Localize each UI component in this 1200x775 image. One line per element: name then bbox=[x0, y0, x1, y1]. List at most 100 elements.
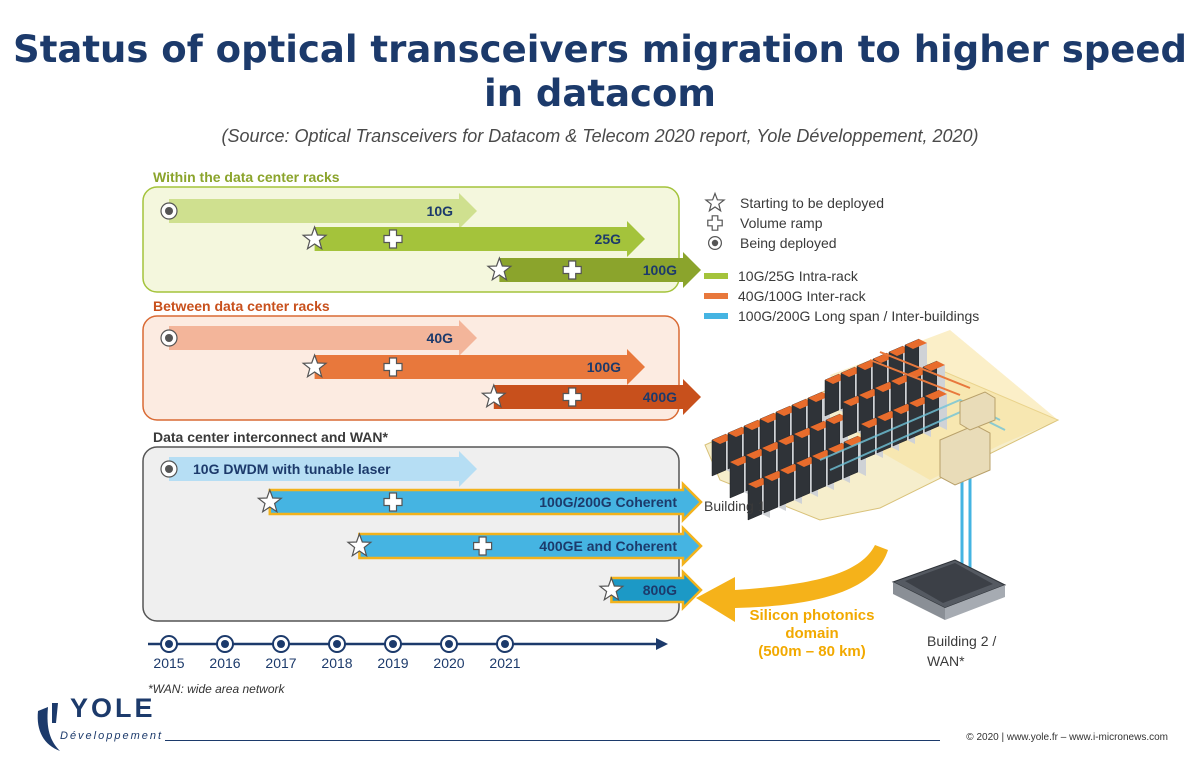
arrow-40g: 40G bbox=[160, 320, 477, 356]
arrow-shape bbox=[314, 221, 645, 257]
plus-marker-icon bbox=[562, 387, 582, 407]
arrow-label: 10G bbox=[427, 203, 454, 219]
star-marker-icon bbox=[480, 383, 507, 409]
timeline-year-label: 2019 bbox=[377, 655, 408, 671]
section-title-wan: Data center interconnect and WAN* bbox=[153, 429, 388, 445]
timeline-year-label: 2018 bbox=[321, 655, 352, 671]
arrow-shape bbox=[268, 480, 703, 524]
legend-line-label: 10G/25G Intra-rack bbox=[738, 268, 859, 284]
server-rack-top bbox=[923, 361, 945, 371]
silicon-photonics-arrow bbox=[696, 545, 888, 622]
star-marker-icon bbox=[346, 532, 373, 558]
arrow-shape bbox=[358, 524, 703, 568]
server-rack-top bbox=[925, 390, 947, 400]
legend: Starting to be deployed Volume ramp Being … bbox=[704, 191, 979, 324]
building2-label-line2: WAN* bbox=[927, 653, 965, 669]
arrow-400g: 400G bbox=[480, 379, 701, 415]
arrow-shape bbox=[499, 252, 701, 288]
being-deployed-dot-icon bbox=[165, 207, 173, 215]
arrow-shape bbox=[169, 320, 477, 356]
section-title-racks: Within the data center racks bbox=[153, 169, 340, 185]
plus-marker-icon bbox=[473, 536, 493, 556]
being-deployed-dot-icon bbox=[711, 239, 719, 247]
page-title: Status of optical transceivers migration… bbox=[13, 28, 1187, 115]
yole-logo-sub: Développement bbox=[60, 730, 164, 742]
star-marker-icon bbox=[704, 191, 726, 213]
building2-label-line1: Building 2 / bbox=[927, 633, 996, 649]
legend-line-label: 100G/200G Long span / Inter-buildings bbox=[738, 308, 979, 324]
arrow-100g: 100G bbox=[486, 252, 701, 288]
timeline-dot-inner-2017 bbox=[277, 640, 285, 648]
timeline-dot-inner-2018 bbox=[333, 640, 341, 648]
timeline-year-label: 2017 bbox=[265, 655, 296, 671]
arrow-label: 40G bbox=[427, 330, 454, 346]
timeline-dot-inner-2015 bbox=[165, 640, 173, 648]
arrow-label: 800G bbox=[643, 582, 677, 598]
building2-front bbox=[893, 582, 945, 620]
arrow-shape bbox=[314, 349, 645, 385]
arrow-shape bbox=[610, 568, 703, 612]
arrow-label: 100G/200G Coherent bbox=[539, 494, 677, 510]
building2-screen bbox=[905, 563, 993, 603]
plus-marker-icon bbox=[383, 357, 403, 377]
arrow-label: 100G bbox=[643, 262, 677, 278]
legend-marker-label: Volume ramp bbox=[740, 215, 823, 231]
timeline-dot-inner-2019 bbox=[389, 640, 397, 648]
wan-footnote: *WAN: wide area network bbox=[148, 682, 285, 696]
timeline-dot-inner-2021 bbox=[501, 640, 509, 648]
legend-line-swatch bbox=[704, 293, 728, 299]
arrow-800g: 800G bbox=[598, 568, 703, 612]
timeline-arrowhead bbox=[656, 638, 668, 650]
server-rack-top bbox=[826, 414, 848, 424]
datacenter-illustration: Building 1 Building 2 / WAN* Silicon pho… bbox=[696, 330, 1060, 669]
arrow-label: 25G bbox=[595, 231, 622, 247]
building1-label: Building 1 bbox=[704, 498, 766, 514]
arrow-100g: 100G bbox=[301, 349, 645, 385]
edge-switch bbox=[959, 391, 996, 431]
being-deployed-dot-icon bbox=[165, 334, 173, 342]
section-title-between: Between data center racks bbox=[153, 298, 330, 314]
timeline-layer: 2015 2016 2017 2018 2019 2020 2021 bbox=[153, 635, 521, 671]
arrow-shape bbox=[169, 451, 477, 487]
server-rack-top bbox=[844, 436, 866, 446]
yole-logo: YOLE Développement bbox=[30, 693, 190, 753]
plus-marker-icon bbox=[383, 492, 403, 512]
arrow-shape bbox=[493, 379, 701, 415]
plus-marker-icon bbox=[383, 229, 403, 249]
footer-divider bbox=[165, 740, 940, 741]
timeline-dot-inner-2020 bbox=[445, 640, 453, 648]
silicon-photonics-line3: (500m – 80 km) bbox=[758, 643, 866, 660]
star-marker-icon bbox=[256, 488, 283, 514]
arrow-25g: 25G bbox=[301, 221, 645, 257]
yole-logo-word: YOLE bbox=[70, 693, 156, 723]
arrow-label: 400GE and Coherent bbox=[539, 538, 677, 554]
silicon-photonics-line1: Silicon photonics bbox=[749, 607, 874, 624]
silicon-photonics-line2: domain bbox=[785, 625, 838, 642]
server-racks bbox=[711, 338, 947, 521]
timeline-year-label: 2021 bbox=[489, 655, 520, 671]
arrow-label: 100G bbox=[587, 359, 621, 375]
legend-line-swatch bbox=[704, 313, 728, 319]
arrows-layer: 10G 25G 100G 40G 100G 400G 10G DWDM with tunab… bbox=[160, 193, 703, 612]
server-rack-top bbox=[808, 392, 830, 402]
arrow-label: 10G DWDM with tunable laser bbox=[193, 461, 391, 477]
legend-line-label: 40G/100G Inter-rack bbox=[738, 288, 867, 304]
star-marker-icon bbox=[301, 225, 328, 251]
arrow-label: 400G bbox=[643, 389, 677, 405]
arrow-shape bbox=[169, 193, 477, 229]
legend-marker-label: Being deployed bbox=[740, 235, 837, 251]
server-rack-top bbox=[905, 339, 927, 349]
arrow-10g: 10G bbox=[160, 193, 477, 229]
legend-marker-label: Starting to be deployed bbox=[740, 195, 884, 211]
star-marker-icon bbox=[486, 256, 513, 282]
arrow-10g-dwdm-with-tunable-laser: 10G DWDM with tunable laser bbox=[160, 451, 477, 487]
timeline-year-label: 2020 bbox=[433, 655, 464, 671]
arrow-400ge-and-coherent: 400GE and Coherent bbox=[346, 524, 703, 568]
building2-side bbox=[945, 585, 1005, 620]
legend-line-swatch bbox=[704, 273, 728, 279]
timeline-dot-inner-2016 bbox=[221, 640, 229, 648]
being-deployed-dot-icon bbox=[165, 465, 173, 473]
arrow-100g-200g-coherent: 100G/200G Coherent bbox=[256, 480, 703, 524]
yole-logo-icon bbox=[37, 703, 60, 751]
